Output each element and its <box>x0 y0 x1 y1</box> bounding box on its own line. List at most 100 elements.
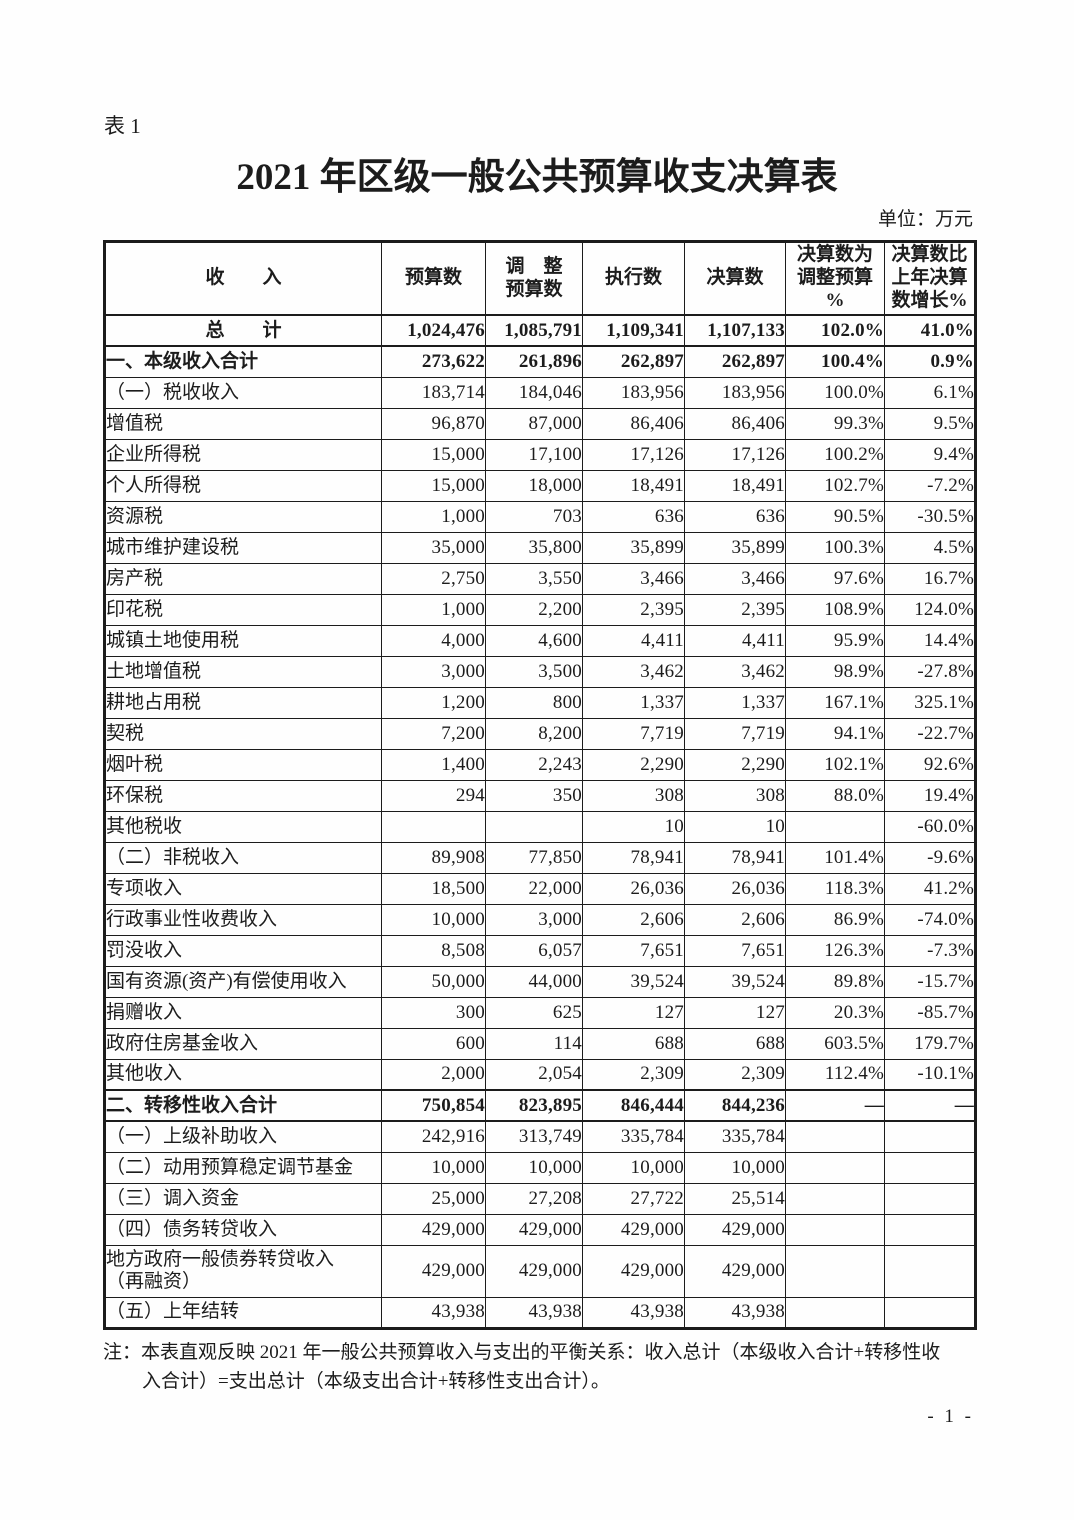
row-value: 14.4% <box>884 624 976 657</box>
row-value: 262,897 <box>684 345 786 378</box>
row-value: 17,126 <box>684 438 786 471</box>
column-header-adjusted-budget: 调 整 预算数 <box>485 241 583 316</box>
row-value: 98.9% <box>785 655 885 688</box>
row-value: 429,000 <box>485 1213 583 1246</box>
row-value: 800 <box>485 686 583 719</box>
row-value: 2,290 <box>684 748 786 781</box>
row-value: 77,850 <box>485 841 583 874</box>
table-row: （五）上年结转 43,938 43,938 43,938 43,938 <box>104 1296 976 1329</box>
row-value: 15,000 <box>381 438 486 471</box>
footnote: 注：本表直观反映 2021 年一般公共预算收入与支出的平衡关系：收入总计（本级收… <box>103 1342 941 1393</box>
row-value: 703 <box>485 500 583 533</box>
row-value: 183,956 <box>684 376 786 409</box>
row-label: （三）调入资金 <box>104 1182 382 1215</box>
table-row: 地方政府一般债券转贷收入 （再融资） 429,000 429,000 429,000 4… <box>104 1244 976 1298</box>
row-value: 92.6% <box>884 748 976 781</box>
row-value: 88.0% <box>785 779 885 812</box>
row-value: 335,784 <box>684 1120 786 1153</box>
row-label: 房产税 <box>104 562 382 595</box>
row-label: 一、本级收入合计 <box>104 345 382 378</box>
row-value: 27,208 <box>485 1182 583 1215</box>
row-label: （一）上级补助收入 <box>104 1120 382 1153</box>
row-value: 25,000 <box>381 1182 486 1215</box>
table-caption-label: 表 1 <box>104 114 141 138</box>
row-value: 39,524 <box>582 965 685 998</box>
row-value: 2,243 <box>485 748 583 781</box>
column-header-final: 决算数 <box>684 241 786 316</box>
row-value: 118.3% <box>785 872 885 905</box>
table-row: 企业所得税 15,000 17,100 17,126 17,126 100.2% 9.4% <box>104 438 976 471</box>
row-value <box>381 810 486 843</box>
table-row: 行政事业性收费收入 10,000 3,000 2,606 2,606 86.9% -74.0… <box>104 903 976 936</box>
table-row: 印花税 1,000 2,200 2,395 2,395 108.9% 124.0% <box>104 593 976 626</box>
table-row: 城市维护建设税 35,000 35,800 35,899 35,899 100.3% 4.5… <box>104 531 976 564</box>
row-value: 39,524 <box>684 965 786 998</box>
row-value: 4,600 <box>485 624 583 657</box>
row-value: 3,462 <box>684 655 786 688</box>
row-value: 600 <box>381 1027 486 1060</box>
row-value <box>785 1296 885 1329</box>
row-value: 1,107,133 <box>684 314 786 347</box>
row-value: 100.2% <box>785 438 885 471</box>
table-row: 其他税收 10 10 -60.0% <box>104 810 976 843</box>
row-value: 429,000 <box>381 1213 486 1246</box>
row-label: 地方政府一般债券转贷收入 （再融资） <box>104 1244 382 1298</box>
row-label: 契税 <box>104 717 382 750</box>
row-value: 18,500 <box>381 872 486 905</box>
row-value: 10,000 <box>684 1151 786 1184</box>
table-row: （四）债务转贷收入 429,000 429,000 429,000 429,000 <box>104 1213 976 1246</box>
table-row: （二）动用预算稳定调节基金 10,000 10,000 10,000 10,000 <box>104 1151 976 1184</box>
row-value: 2,000 <box>381 1058 486 1091</box>
row-value: 4,411 <box>684 624 786 657</box>
column-header-final-vs-adjusted-pct: 决算数为 调整预算 % <box>785 241 885 316</box>
row-value <box>785 1120 885 1153</box>
row-label: （一）税收收入 <box>104 376 382 409</box>
row-label: 国有资源(资产)有偿使用收入 <box>104 965 382 998</box>
row-value: 325.1% <box>884 686 976 719</box>
row-value: 20.3% <box>785 996 885 1029</box>
row-value: -85.7% <box>884 996 976 1029</box>
row-value: 7,719 <box>582 717 685 750</box>
row-value: 2,395 <box>684 593 786 626</box>
row-value: -15.7% <box>884 965 976 998</box>
row-value: 100.4% <box>785 345 885 378</box>
table-row: 环保税 294 350 308 308 88.0% 19.4% <box>104 779 976 812</box>
row-value: 43,938 <box>684 1296 786 1329</box>
row-value: 429,000 <box>582 1213 685 1246</box>
row-value: 2,606 <box>582 903 685 936</box>
row-label: （二）动用预算稳定调节基金 <box>104 1151 382 1184</box>
page-title: 2021 年区级一般公共预算收支决算表 <box>236 157 838 198</box>
row-value: 86.9% <box>785 903 885 936</box>
column-header-growth-pct: 决算数比 上年决算 数增长% <box>884 241 976 316</box>
row-value: 636 <box>684 500 786 533</box>
row-label: 行政事业性收费收入 <box>104 903 382 936</box>
row-value: 2,750 <box>381 562 486 595</box>
row-value: 89,908 <box>381 841 486 874</box>
row-value: 183,714 <box>381 376 486 409</box>
table-row: （一）上级补助收入 242,916 313,749 335,784 335,784 <box>104 1120 976 1153</box>
row-value: 1,200 <box>381 686 486 719</box>
row-value: 308 <box>684 779 786 812</box>
row-value: 35,899 <box>684 531 786 564</box>
table-row: 政府住房基金收入 600 114 688 688 603.5% 179.7% <box>104 1027 976 1060</box>
row-value: 96,870 <box>381 407 486 440</box>
row-value: — <box>884 1089 976 1122</box>
table-row: 捐赠收入 300 625 127 127 20.3% -85.7% <box>104 996 976 1029</box>
row-value: 10,000 <box>381 1151 486 1184</box>
row-value: 17,126 <box>582 438 685 471</box>
row-value: 273,622 <box>381 345 486 378</box>
row-value: 10,000 <box>582 1151 685 1184</box>
table-row: 房产税 2,750 3,550 3,466 3,466 97.6% 16.7% <box>104 562 976 595</box>
row-value: 1,000 <box>381 593 486 626</box>
row-value: 102.7% <box>785 469 885 502</box>
row-value: 35,000 <box>381 531 486 564</box>
row-value: -9.6% <box>884 841 976 874</box>
row-value: -10.1% <box>884 1058 976 1091</box>
budget-table: 收 入 预算数 调 整 预算数 执行数 决算数 决算数为 调整预算 % 决算数比… <box>103 240 977 1330</box>
row-label: 土地增值税 <box>104 655 382 688</box>
row-value: 8,200 <box>485 717 583 750</box>
table-row: 一、本级收入合计 273,622 261,896 262,897 262,897 100.… <box>104 345 976 378</box>
row-value: 86,406 <box>582 407 685 440</box>
row-label: 城镇土地使用税 <box>104 624 382 657</box>
row-value: 41.0% <box>884 314 976 347</box>
